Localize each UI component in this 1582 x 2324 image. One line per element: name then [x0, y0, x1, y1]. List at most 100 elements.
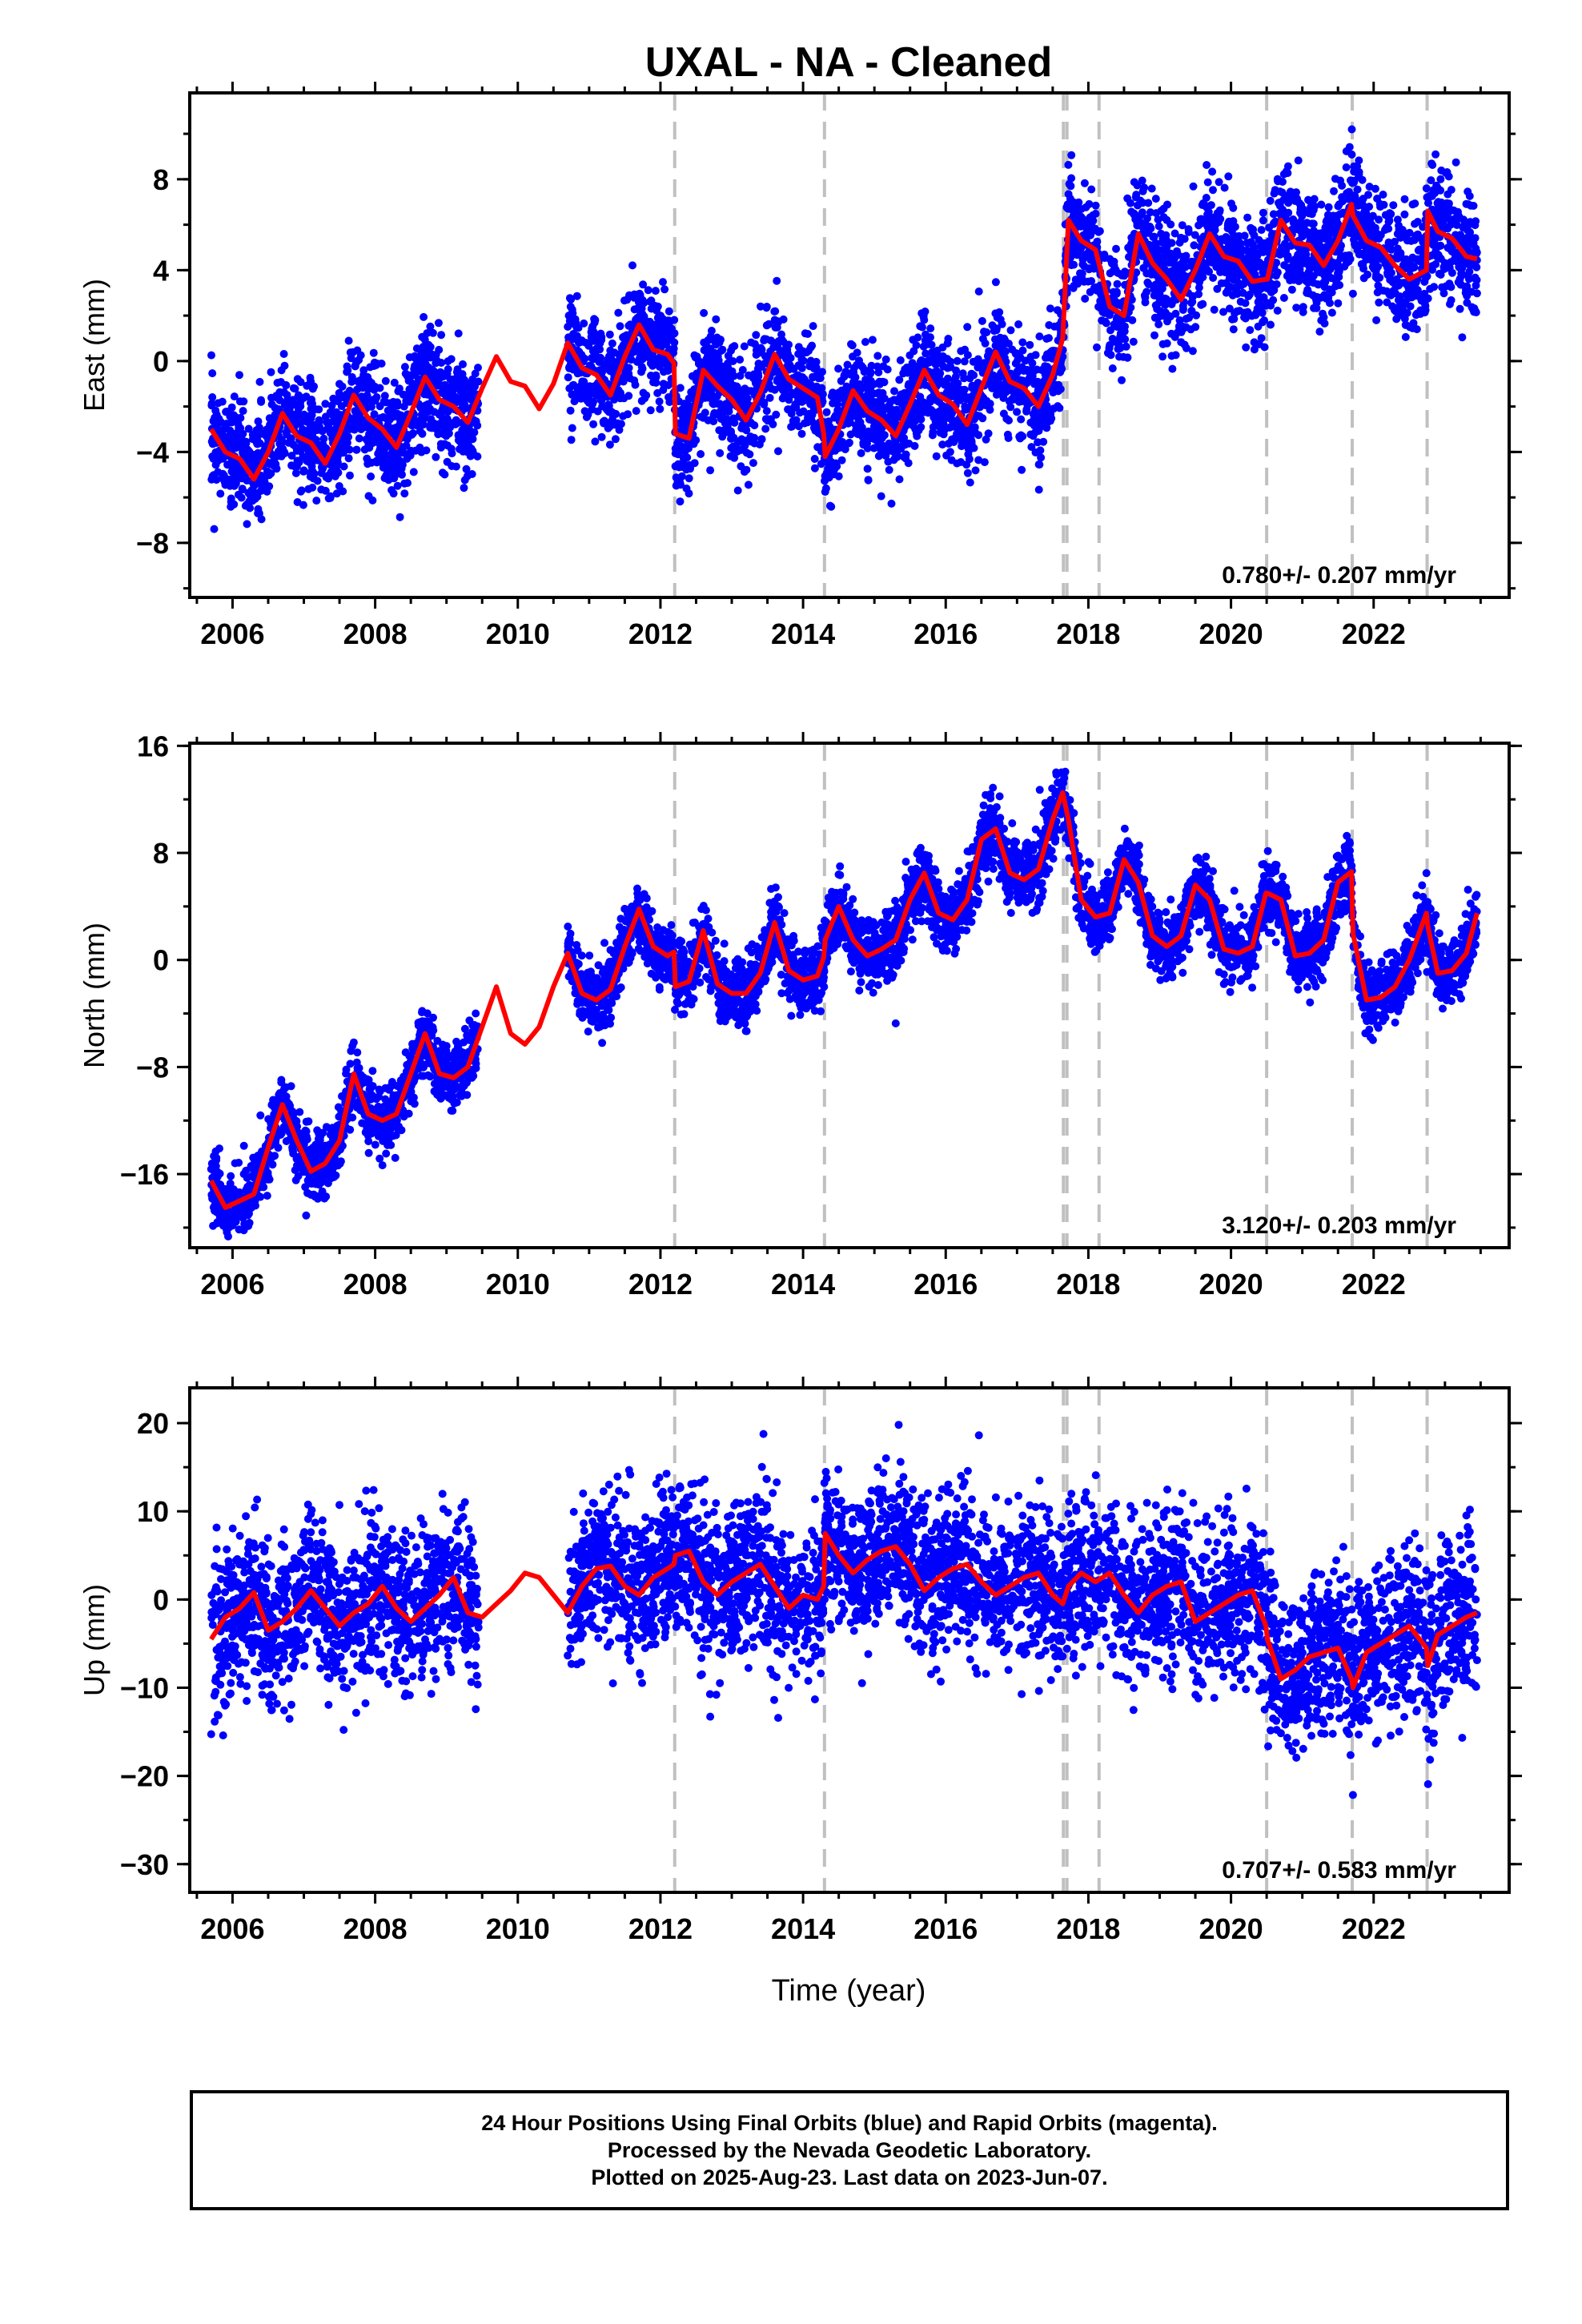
data-point: [685, 489, 693, 498]
data-point: [434, 319, 443, 328]
data-point: [640, 394, 649, 403]
data-point: [627, 356, 636, 364]
data-point: [441, 388, 450, 396]
data-point: [1105, 344, 1114, 353]
data-point: [753, 364, 762, 373]
data-point: [674, 460, 683, 468]
data-point: [453, 371, 462, 380]
data-point: [1176, 271, 1185, 279]
data-point: [334, 468, 343, 477]
data-point: [630, 305, 639, 314]
data-point: [1093, 343, 1101, 352]
data-point: [263, 467, 271, 476]
data-point: [1257, 226, 1266, 235]
data-point: [1087, 185, 1096, 194]
data-point: [370, 410, 379, 419]
data-point: [319, 434, 328, 443]
data-point: [373, 431, 382, 440]
data-point: [932, 452, 941, 460]
data-point: [616, 322, 624, 331]
data-point: [304, 448, 313, 457]
data-point: [355, 434, 363, 443]
data-point: [1070, 281, 1078, 290]
data-point: [412, 446, 420, 455]
data-point: [317, 468, 326, 477]
data-point: [942, 451, 951, 460]
data-point: [1180, 235, 1189, 243]
data-point: [1208, 167, 1217, 176]
data-point: [1209, 186, 1217, 195]
data-point: [308, 467, 317, 476]
data-point: [946, 383, 955, 392]
data-point: [736, 372, 745, 380]
data-point: [366, 363, 375, 372]
data-point: [1228, 291, 1237, 300]
data-point: [683, 444, 692, 452]
data-point: [881, 355, 890, 364]
data-point: [419, 360, 428, 368]
data-point: [1167, 329, 1176, 338]
data-point: [373, 360, 382, 368]
data-point: [302, 392, 311, 401]
data-point: [1247, 223, 1255, 232]
data-point: [1159, 213, 1168, 222]
data-point: [1187, 299, 1196, 308]
data-point: [1225, 274, 1234, 283]
data-point: [280, 361, 289, 370]
data-point: [709, 396, 718, 404]
data-point: [207, 401, 216, 410]
data-point: [343, 438, 351, 447]
data-point: [725, 418, 733, 427]
data-point: [772, 410, 781, 419]
data-point: [647, 296, 656, 305]
data-point: [1004, 434, 1013, 442]
data-point: [1144, 199, 1153, 207]
data-point: [1250, 246, 1259, 255]
data-point: [363, 384, 371, 392]
data-point: [1170, 229, 1179, 238]
data-point: [432, 452, 440, 461]
data-point: [1027, 443, 1036, 452]
data-point: [778, 351, 787, 360]
data-point: [821, 476, 829, 485]
data-point: [992, 326, 1001, 335]
data-point: [706, 466, 715, 475]
data-point: [1327, 308, 1336, 317]
data-point: [568, 318, 576, 327]
data-point: [1086, 213, 1094, 222]
data-point: [774, 447, 782, 456]
data-point: [911, 424, 920, 433]
data-point: [383, 469, 391, 478]
data-point: [1098, 308, 1107, 316]
data-point: [878, 388, 887, 397]
data-point: [1287, 285, 1296, 294]
data-point: [878, 377, 887, 386]
data-point: [1030, 416, 1039, 424]
data-point: [568, 390, 576, 399]
data-point: [1228, 315, 1236, 324]
data-point: [332, 489, 341, 498]
data-point: [1233, 307, 1242, 316]
data-point: [220, 477, 229, 486]
data-point: [208, 369, 217, 378]
data-point: [1330, 187, 1338, 195]
data-point: [207, 475, 216, 484]
data-point: [657, 332, 666, 341]
data-point: [1146, 208, 1154, 217]
data-point: [400, 363, 409, 372]
data-point: [397, 464, 406, 473]
data-point: [1400, 195, 1409, 203]
data-point: [855, 356, 863, 365]
data-point: [306, 424, 315, 432]
data-point: [951, 372, 960, 381]
data-point: [943, 364, 952, 372]
data-point: [597, 432, 606, 441]
data-point: [287, 435, 295, 443]
data-point: [318, 427, 327, 436]
data-point: [304, 485, 313, 493]
data-point: [1355, 250, 1363, 259]
data-point: [307, 404, 315, 413]
data-point: [700, 359, 708, 368]
data-point: [363, 372, 372, 381]
data-point: [255, 423, 263, 432]
